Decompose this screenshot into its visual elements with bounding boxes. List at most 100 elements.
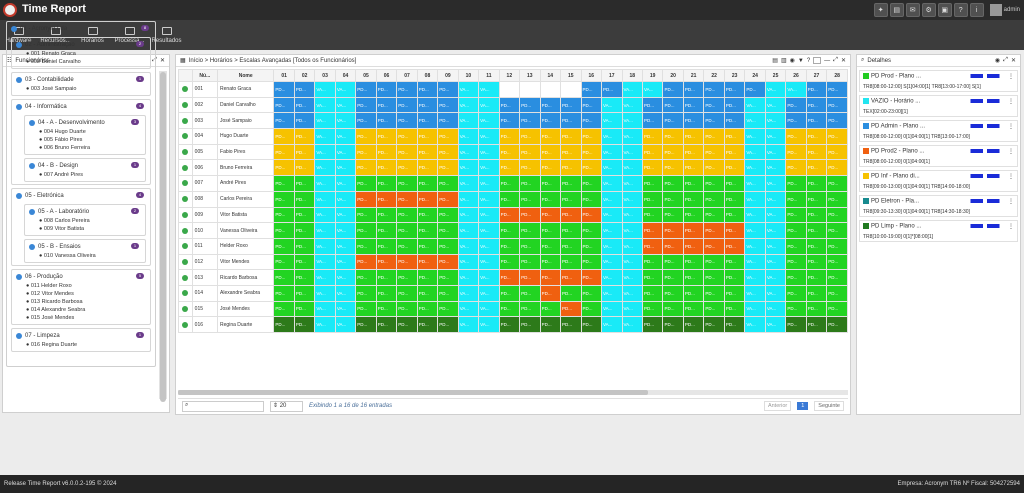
schedule-cell[interactable]: VA... — [457, 159, 480, 177]
schedule-cell[interactable]: VA... — [621, 222, 643, 239]
schedule-cell[interactable]: VA... — [478, 269, 500, 286]
schedule-cell[interactable]: PD... — [826, 143, 848, 161]
schedule-cell[interactable]: PD... — [805, 222, 828, 239]
horizontal-scrollbar[interactable] — [178, 390, 848, 395]
page-button[interactable]: 1 — [797, 402, 809, 410]
export-icon[interactable]: ▤ — [772, 58, 778, 64]
table-row[interactable]: 012 Vitor Mendes PD... PD... VA... VA... PD...… — [178, 253, 848, 271]
schedule-cell[interactable]: PD... — [498, 316, 521, 333]
table-row[interactable]: 001 Renato Graca PD... PD... VA... VA... PD...… — [178, 81, 848, 98]
schedule-cell[interactable]: PD... — [682, 222, 705, 239]
schedule-cell[interactable]: PD... — [785, 253, 807, 271]
schedule-cell[interactable]: PD... — [580, 253, 603, 271]
collapse-icon[interactable] — [16, 333, 22, 339]
schedule-cell[interactable]: PD... — [416, 143, 439, 161]
schedule-cell[interactable]: PD... — [785, 269, 807, 286]
schedule-cell[interactable]: VA... — [478, 253, 500, 271]
collapse-icon[interactable] — [29, 120, 35, 126]
schedule-cell[interactable]: PD... — [641, 190, 664, 208]
schedule-cell[interactable]: PD... — [273, 222, 295, 239]
schedule-cell[interactable]: PD... — [437, 237, 459, 255]
schedule-cell[interactable]: PD... — [539, 316, 562, 333]
table-row[interactable]: 004 Hugo Duarte PD... PD... VA... VA... PD... P… — [178, 128, 848, 145]
employee-item[interactable]: ● 001 Renato Graca — [26, 51, 76, 57]
schedule-cell[interactable]: PD... — [519, 112, 541, 130]
schedule-cell[interactable]: PD... — [560, 316, 582, 333]
schedule-cell[interactable]: VA... — [314, 143, 336, 161]
add-icon[interactable] — [182, 243, 189, 250]
schedule-cell[interactable]: PD... — [560, 128, 582, 145]
schedule-cell[interactable]: VA... — [764, 284, 787, 302]
schedule-cell[interactable]: VA... — [601, 222, 623, 239]
schedule-cell[interactable]: PD... — [396, 81, 418, 98]
schedule-cell[interactable]: PD... — [662, 81, 684, 98]
schedule-cell[interactable]: VA... — [478, 300, 500, 318]
schedule-cell[interactable]: PD... — [293, 81, 316, 98]
schedule-cell[interactable]: PD... — [826, 159, 848, 177]
schedule-cell[interactable]: VA... — [457, 112, 480, 130]
collapse-icon[interactable] — [16, 104, 22, 110]
user-menu[interactable]: admin — [989, 4, 1020, 16]
schedule-cell[interactable]: VA... — [457, 284, 480, 302]
schedule-cell[interactable]: PD... — [498, 128, 521, 145]
col-day[interactable]: 16 — [580, 69, 603, 82]
col-day[interactable]: 15 — [560, 69, 582, 82]
schedule-cell[interactable]: PD... — [703, 143, 725, 161]
schedule-cell[interactable]: PD... — [826, 206, 848, 224]
schedule-cell[interactable]: PD... — [355, 300, 377, 318]
collapse-icon[interactable] — [11, 26, 17, 32]
add-icon[interactable] — [182, 164, 189, 171]
schedule-cell[interactable]: PD... — [396, 175, 418, 192]
schedule-cell[interactable]: PD... — [744, 81, 766, 98]
add-icon[interactable] — [182, 258, 189, 265]
schedule-cell[interactable]: PD... — [519, 190, 541, 208]
table-row[interactable]: 002 Daniel Carvalho PD... PD... VA... VA... PD… — [178, 96, 848, 114]
schedule-cell[interactable]: PD... — [641, 253, 664, 271]
schedule-cell[interactable]: PD... — [826, 253, 848, 271]
schedule-cell[interactable]: VA... — [744, 284, 766, 302]
schedule-cell[interactable]: PD... — [682, 269, 705, 286]
schedule-cell[interactable]: VA... — [334, 190, 357, 208]
schedule-cell[interactable]: PD... — [396, 253, 418, 271]
schedule-cell[interactable]: PD... — [519, 143, 541, 161]
schedule-cell[interactable]: VA... — [314, 222, 336, 239]
schedule-cell[interactable]: PD... — [519, 284, 541, 302]
schedule-cell[interactable]: PD... — [416, 96, 439, 114]
more-icon[interactable]: ⋮ — [1008, 124, 1014, 130]
schedule-cell[interactable]: PD... — [437, 316, 459, 333]
employee-item[interactable]: ● 011 Helder Roxo — [26, 283, 72, 289]
schedule-cell[interactable]: PD... — [723, 253, 746, 271]
schedule-cell[interactable]: PD... — [355, 222, 377, 239]
schedule-cell[interactable]: VA... — [744, 237, 766, 255]
schedule-cell[interactable]: PD... — [355, 81, 377, 98]
add-icon[interactable] — [182, 180, 189, 187]
collapse-icon[interactable] — [16, 42, 22, 48]
tool-schedules[interactable]: Horários — [74, 20, 111, 50]
schedule-cell[interactable]: VA... — [621, 300, 643, 318]
schedule-cell[interactable]: VA... — [744, 143, 766, 161]
schedule-cell[interactable]: VA... — [601, 96, 623, 114]
schedule-cell[interactable]: VA... — [621, 128, 643, 145]
schedule-cell[interactable]: VA... — [334, 222, 357, 239]
employee-item[interactable]: ● 008 Carlos Pereira — [39, 218, 90, 224]
schedule-cell[interactable]: PD... — [703, 96, 725, 114]
schedule-cell[interactable]: VA... — [334, 143, 357, 161]
employee-item[interactable]: ● 007 André Pires — [39, 172, 83, 178]
chart-icon[interactable]: ▤ — [889, 3, 904, 17]
col-day[interactable]: 12 — [498, 69, 521, 82]
schedule-cell[interactable]: VA... — [744, 253, 766, 271]
more-icon[interactable]: ⋮ — [1008, 199, 1014, 205]
schedule-cell[interactable]: PD... — [641, 96, 664, 114]
col-day[interactable]: 22 — [703, 69, 725, 82]
schedule-cell[interactable]: PD... — [703, 159, 725, 177]
schedule-cell[interactable]: PD... — [662, 269, 684, 286]
schedule-cell[interactable]: VA... — [314, 159, 336, 177]
schedule-cell[interactable]: VA... — [478, 222, 500, 239]
col-day[interactable]: 21 — [682, 69, 705, 82]
schedule-cell[interactable]: PD... — [416, 190, 439, 208]
schedule-cell[interactable]: PD... — [703, 269, 725, 286]
schedule-cell[interactable]: VA... — [764, 190, 787, 208]
schedule-cell[interactable]: PD... — [560, 269, 582, 286]
schedule-cell[interactable]: PD... — [273, 81, 295, 98]
schedule-cell[interactable]: PD... — [785, 284, 807, 302]
